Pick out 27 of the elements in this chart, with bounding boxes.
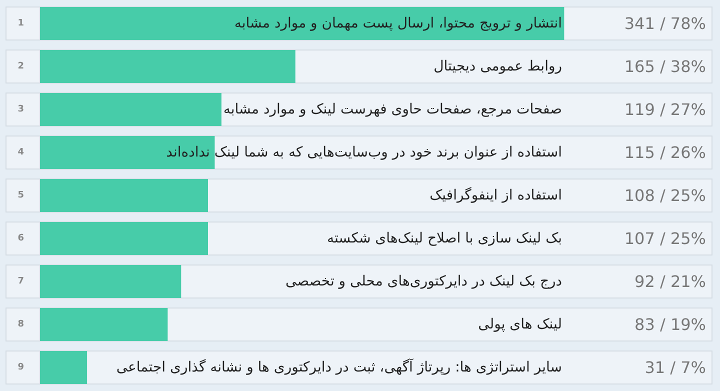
data-label: 92 / 21% <box>634 272 706 291</box>
y-tick-label: بک لینک سازی با اصلاح لینک‌های شکسته <box>327 230 562 246</box>
text: 8 <box>18 320 24 330</box>
text: 2 <box>18 62 24 72</box>
y-tick-label: انتشار و ترویج محتوا، ارسال پست مهمان و موارد مشابه <box>234 16 562 32</box>
data-label: 115 / 26% <box>624 143 706 162</box>
text: 4 <box>18 148 24 158</box>
data-label: 107 / 25% <box>624 229 706 248</box>
data-label: 341 / 78% <box>624 14 706 33</box>
text: 7 <box>18 276 24 286</box>
data-label: 119 / 27% <box>624 100 706 119</box>
text: 5 <box>18 190 24 200</box>
data-label: 108 / 25% <box>624 186 706 205</box>
y-tick-label: استفاده از عنوان برند خود در وب‌سایت‌هایی که به شما لینک نداده‌اند <box>166 144 562 160</box>
text: 1 <box>18 18 24 28</box>
data-label: 165 / 38% <box>624 57 706 76</box>
text: 9 <box>18 362 24 372</box>
data-label: 83 / 19% <box>634 315 706 334</box>
y-tick-label: صفحات مرجع، صفحات حاوی فهرست لینک و موارد مشابه <box>223 102 562 118</box>
text: 3 <box>18 104 24 114</box>
y-tick-label: روابط عمومی دیجیتال <box>434 58 562 74</box>
y-tick-label: درج بک لینک در دایرکتوری‌های محلی و تخصصی <box>285 274 562 290</box>
y-tick-label: استفاده از اینفوگرافیک <box>430 186 562 204</box>
data-label: 31 / 7% <box>644 358 706 377</box>
text: 6 <box>18 234 24 244</box>
y-tick-label: سایر استراتژی ها: رپرتاژ آگهی، ثبت در دایرکتوری ها و نشانه گذاری اجتماعی <box>116 358 562 376</box>
y-tick-label: لینک های پولی <box>478 316 562 332</box>
